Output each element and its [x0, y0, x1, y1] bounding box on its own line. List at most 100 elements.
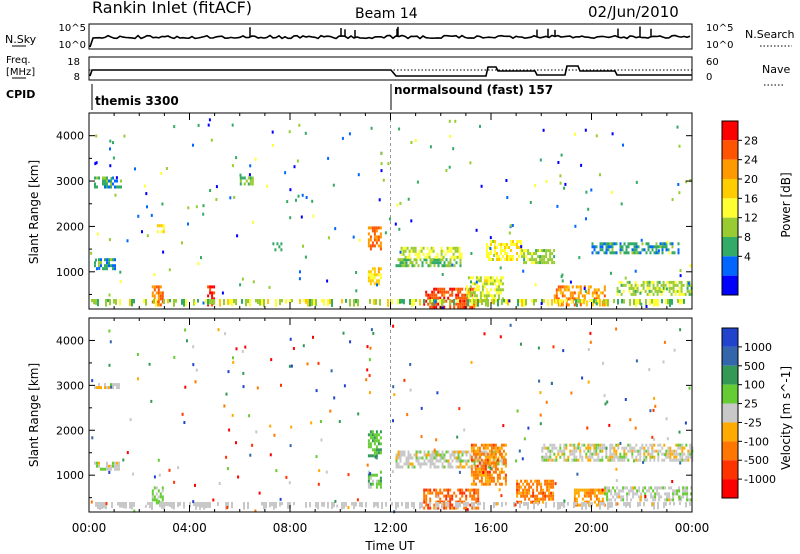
velocity-cell	[604, 492, 607, 496]
velocity-cell	[106, 464, 108, 468]
power-cell	[452, 252, 455, 256]
velocity-speckle	[649, 409, 652, 413]
velocity-cell	[492, 446, 495, 450]
power-cell	[467, 291, 470, 295]
velocity-cell	[403, 453, 406, 457]
power-ground-cell	[281, 299, 283, 303]
power-cell	[112, 182, 114, 186]
velocity-speckle	[679, 328, 682, 332]
power-cell	[555, 294, 558, 298]
velocity-ground-cell	[305, 502, 307, 508]
power-cell	[207, 294, 210, 298]
velocity-cell	[623, 449, 626, 453]
power-ground-cell	[639, 299, 641, 305]
velocity-speckle	[539, 422, 542, 426]
power-cell	[486, 243, 488, 246]
velocity-cell	[496, 479, 499, 483]
velocity-cell	[690, 486, 693, 490]
power-cell	[491, 282, 494, 286]
power-speckle	[355, 289, 358, 293]
velocity-speckle	[310, 421, 313, 425]
velocity-speckle	[581, 376, 584, 380]
velocity-cell	[477, 456, 480, 460]
frequency-panel: Freq. [MHz] 18 8 60 0 Nave	[6, 55, 790, 86]
velocity-cell	[486, 479, 489, 483]
power-cell	[243, 182, 246, 186]
power-speckle	[153, 273, 156, 276]
velocity-speckle	[334, 499, 337, 503]
power-cell	[497, 282, 500, 286]
velocity-cell	[379, 442, 382, 446]
velocity-cell	[542, 497, 545, 501]
velocity-cell	[623, 452, 626, 456]
velocity-cell	[591, 455, 594, 459]
velocity-speckle	[275, 469, 278, 473]
power-cell	[688, 283, 691, 287]
power-ground-cell	[505, 299, 507, 305]
velocity-cell	[640, 495, 643, 499]
velocity-speckle	[317, 361, 320, 365]
velocity-speckle	[606, 400, 609, 404]
velocity-speckle	[550, 382, 553, 385]
velocity-speckle	[270, 358, 273, 362]
power-cell	[479, 297, 482, 301]
power-colorbar-swatch	[722, 217, 738, 237]
power-ground-cell	[593, 299, 595, 304]
power-cell	[441, 287, 444, 291]
velocity-cell	[367, 479, 370, 483]
velocity-cell	[476, 452, 479, 456]
power-cell	[621, 248, 624, 252]
velocity-cell	[646, 498, 649, 502]
power-cell	[502, 243, 504, 246]
power-ground-cell	[583, 299, 585, 305]
power-cell	[443, 264, 446, 268]
velocity-region-8	[516, 479, 555, 504]
velocity-cell	[530, 500, 533, 504]
power-cell	[446, 246, 449, 250]
velocity-cell	[498, 476, 501, 480]
velocity-cell	[549, 452, 552, 456]
velocity-cell	[626, 486, 629, 490]
velocity-cell	[524, 494, 527, 498]
power-cell	[625, 248, 628, 252]
velocity-cell	[637, 449, 640, 453]
power-ground-cell	[397, 299, 399, 305]
power-cell	[157, 297, 160, 301]
power-cell	[516, 240, 518, 243]
power-cell	[493, 288, 496, 292]
velocity-cell	[439, 459, 442, 463]
power-cell	[110, 179, 112, 183]
velocity-cell	[618, 495, 621, 499]
power-ground-cell	[543, 299, 545, 303]
power-cell	[541, 261, 544, 265]
velocity-ground-cell	[653, 502, 655, 510]
velocity-cell	[474, 476, 477, 480]
velocity-region-2	[151, 486, 164, 505]
power-cell	[520, 249, 522, 252]
velocity-cell	[449, 494, 452, 498]
velocity-cell	[369, 436, 372, 440]
velocity-speckle	[218, 482, 221, 485]
power-cell	[521, 252, 524, 256]
velocity-cell	[532, 494, 535, 498]
velocity-cell	[443, 465, 446, 469]
power-cell	[688, 292, 691, 296]
power-speckle	[508, 299, 511, 303]
velocity-region-4	[367, 470, 382, 489]
velocity-cell	[597, 491, 600, 495]
velocity-ground-cell	[193, 502, 195, 506]
power-cell	[490, 243, 492, 246]
velocity-speckle	[194, 380, 197, 384]
velocity-speckle	[678, 497, 681, 501]
power-speckle	[162, 250, 165, 254]
velocity-cell	[589, 494, 592, 498]
velocity-cell	[475, 500, 478, 504]
velocity-cell	[488, 461, 491, 465]
velocity-cell	[644, 486, 647, 490]
power-cell	[453, 305, 456, 309]
velocity-cell	[502, 443, 505, 447]
velocity-speckle	[391, 470, 394, 474]
power-cell	[652, 292, 655, 296]
velocity-cell	[369, 433, 372, 437]
power-cell	[615, 251, 618, 255]
